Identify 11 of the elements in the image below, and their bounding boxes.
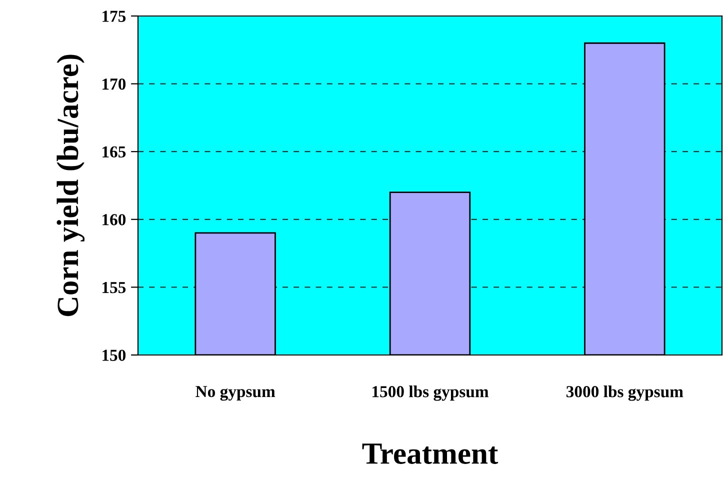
x-tick-label: 1500 lbs gypsum bbox=[372, 386, 489, 401]
y-tick-label: 175 bbox=[102, 10, 126, 22]
y-tick-label: 170 bbox=[102, 78, 126, 90]
y-tick-label: 155 bbox=[102, 282, 126, 294]
y-tick-label: 150 bbox=[102, 350, 126, 361]
y-axis-title: Corn yield (bu/acre) bbox=[56, 54, 85, 316]
x-tick-label: No gypsum bbox=[196, 386, 276, 401]
y-tick-label: 160 bbox=[102, 214, 126, 226]
y-tick-label: 165 bbox=[102, 146, 126, 158]
x-tick-label: 3000 lbs gypsum bbox=[566, 386, 684, 401]
x-axis-title: Treatment bbox=[362, 444, 498, 464]
